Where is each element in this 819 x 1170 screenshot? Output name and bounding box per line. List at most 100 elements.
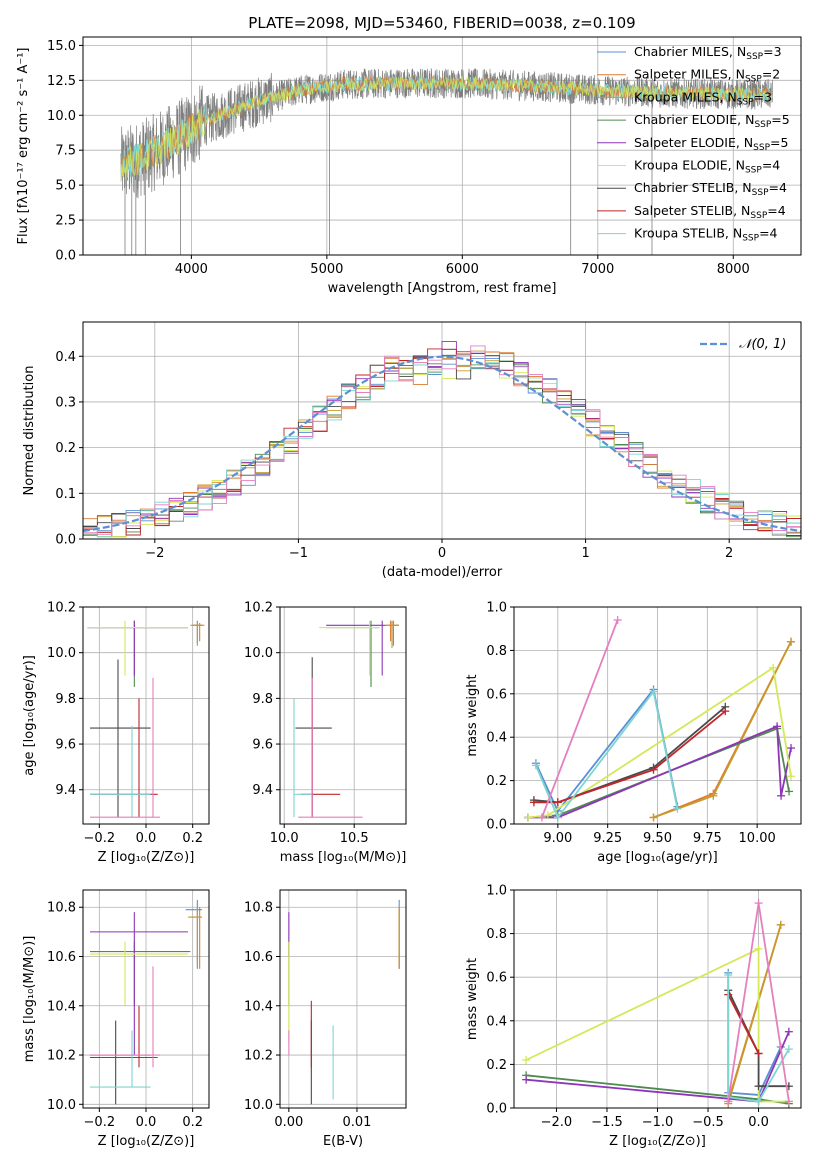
chart-title: PLATE=2098, MJD=53460, FIBERID=0038, z=0… <box>248 14 635 32</box>
x-tick-label: 0.2 <box>182 1115 203 1130</box>
series-line <box>727 924 782 1104</box>
series-point <box>553 798 562 807</box>
errorbar <box>90 941 191 1006</box>
errorbar <box>326 620 380 687</box>
series-line <box>727 989 789 1088</box>
mass-EBV-panel: 0.00 0.01 10.0 10.2 10.4 10.6 10.8 E(B-V) <box>244 889 407 1149</box>
y-tick-label: 0.4 <box>55 350 76 365</box>
y-tick-label: 10.2 <box>47 1049 76 1064</box>
errorbar <box>188 907 202 964</box>
errorbar <box>90 966 160 1068</box>
series-point <box>784 1027 793 1036</box>
y-tick-label: 9.8 <box>252 692 273 707</box>
y-tick-label: 10.8 <box>47 901 76 916</box>
weight-Z-panel: −2.0 −1.5 −1.0 −0.5 0.0 0.0 0.2 0.4 0.6 0.8 1.0 Z [… <box>465 884 802 1149</box>
y-tick-label: 0.2 <box>55 441 76 456</box>
x-tick-label: 0.0 <box>136 1115 157 1130</box>
y-tick-label: 15.0 <box>47 39 76 54</box>
x-tick-label: 10.5 <box>340 831 369 846</box>
y-axis-label: Normed distribution <box>22 366 37 496</box>
series-point <box>754 1082 763 1091</box>
legend-entry: Salpeter ELODIE, NSSP=5 <box>634 135 788 153</box>
series-point <box>531 761 540 770</box>
y-tick-label: 10.0 <box>244 1098 273 1113</box>
errorbar <box>190 907 202 969</box>
series-line <box>533 710 726 804</box>
series-point <box>777 791 786 800</box>
errorbar <box>298 677 363 818</box>
x-tick-label: −2 <box>145 546 164 561</box>
y-tick-label: 0.1 <box>55 487 76 502</box>
y-tick-label: 0.2 <box>486 774 507 789</box>
series-point <box>769 663 778 672</box>
spectrum-lines <box>120 67 773 255</box>
y-tick-label: 10.4 <box>244 999 273 1014</box>
y-tick-label: 7.5 <box>55 144 76 159</box>
errorbar <box>293 698 313 818</box>
x-tick-label: 6000 <box>446 262 479 277</box>
y-axis-label: mass [log₁₀(M/M⊙)] <box>22 936 37 1063</box>
x-tick-label: 5000 <box>310 262 343 277</box>
x-tick-label: −1.5 <box>591 1115 623 1130</box>
series-point <box>673 804 682 813</box>
series-point <box>613 616 622 625</box>
series-point <box>773 722 782 731</box>
errorbars <box>293 620 399 818</box>
series-point <box>787 772 796 781</box>
y-tick-label: 10.0 <box>244 646 273 661</box>
errorbar <box>319 620 380 676</box>
normal-curve <box>83 355 801 533</box>
errorbar <box>90 1030 151 1088</box>
series-point <box>754 1097 763 1106</box>
y-tick-label: 0.0 <box>486 1102 507 1117</box>
legend-entry: Kroupa MILES, NSSP=3 <box>634 89 772 107</box>
series-point <box>709 791 718 800</box>
grid <box>280 890 406 1108</box>
x-tick-label: 9.75 <box>693 831 722 846</box>
axes-frame <box>279 889 407 1109</box>
series-line <box>727 994 760 1054</box>
series-point <box>649 813 658 822</box>
series-point <box>529 798 538 807</box>
y-tick-label: 9.4 <box>55 783 76 798</box>
errorbar <box>326 620 385 676</box>
series-line <box>727 975 790 1103</box>
series-point <box>649 765 658 774</box>
errorbar <box>90 941 188 1006</box>
legend: 𝒩(0, 1) <box>700 337 786 352</box>
residuals-panel: 𝒩(0, 1) −2 −1 0 1 2 0.0 0.1 0.2 0.3 0.4 (data-model… <box>22 321 802 580</box>
errorbar <box>90 1005 158 1068</box>
series-line <box>527 666 792 819</box>
series-point <box>724 971 733 980</box>
legend-entry: Chabrier STELIB, NSSP=4 <box>634 180 787 198</box>
y-tick-label: 0.6 <box>486 971 507 986</box>
x-axis-label: age [log₁₀(age/yr)] <box>597 850 718 865</box>
series-point <box>721 707 730 716</box>
y-tick-label: 10.0 <box>47 1098 76 1113</box>
y-axis-label: age [log₁₀(age/yr)] <box>22 655 37 776</box>
y-tick-label: 10.0 <box>47 646 76 661</box>
series-point <box>776 920 785 929</box>
y-tick-label: 10.8 <box>244 901 273 916</box>
x-axis-label: Z [log₁₀(Z/Z⊙)] <box>98 1134 195 1149</box>
x-tick-label: 0.01 <box>342 1115 371 1130</box>
y-axis-label: Flux [fλ10⁻¹⁷ erg cm⁻² s⁻¹ A⁻¹] <box>16 48 31 245</box>
series-point <box>754 944 763 953</box>
y-tick-label: 10.2 <box>244 1049 273 1064</box>
spectrum-panel: Chabrier MILES, NSSP=3 Salpeter MILES, NS… <box>16 14 802 296</box>
x-axis-label: mass [log₁₀(M/M⊙)] <box>280 850 407 865</box>
histograms <box>83 341 801 538</box>
x-tick-label: 9.50 <box>643 831 672 846</box>
legend-entry: Salpeter MILES, NSSP=2 <box>634 67 780 85</box>
errorbar <box>90 659 151 818</box>
x-tick-label: 9.25 <box>593 831 622 846</box>
age-Z-panel: −0.2 0.0 0.2 9.4 9.6 9.8 10.0 10.2 Z [log₁₀(Z/Z⊙… <box>22 601 210 865</box>
x-tick-label: 7000 <box>581 262 614 277</box>
y-tick-label: 10.0 <box>47 109 76 124</box>
errorbar <box>90 725 151 818</box>
series-point <box>543 811 552 820</box>
weight-series <box>523 616 796 822</box>
y-tick-label: 9.4 <box>252 783 273 798</box>
legend-entry: Chabrier ELODIE, NSSP=5 <box>634 112 790 130</box>
